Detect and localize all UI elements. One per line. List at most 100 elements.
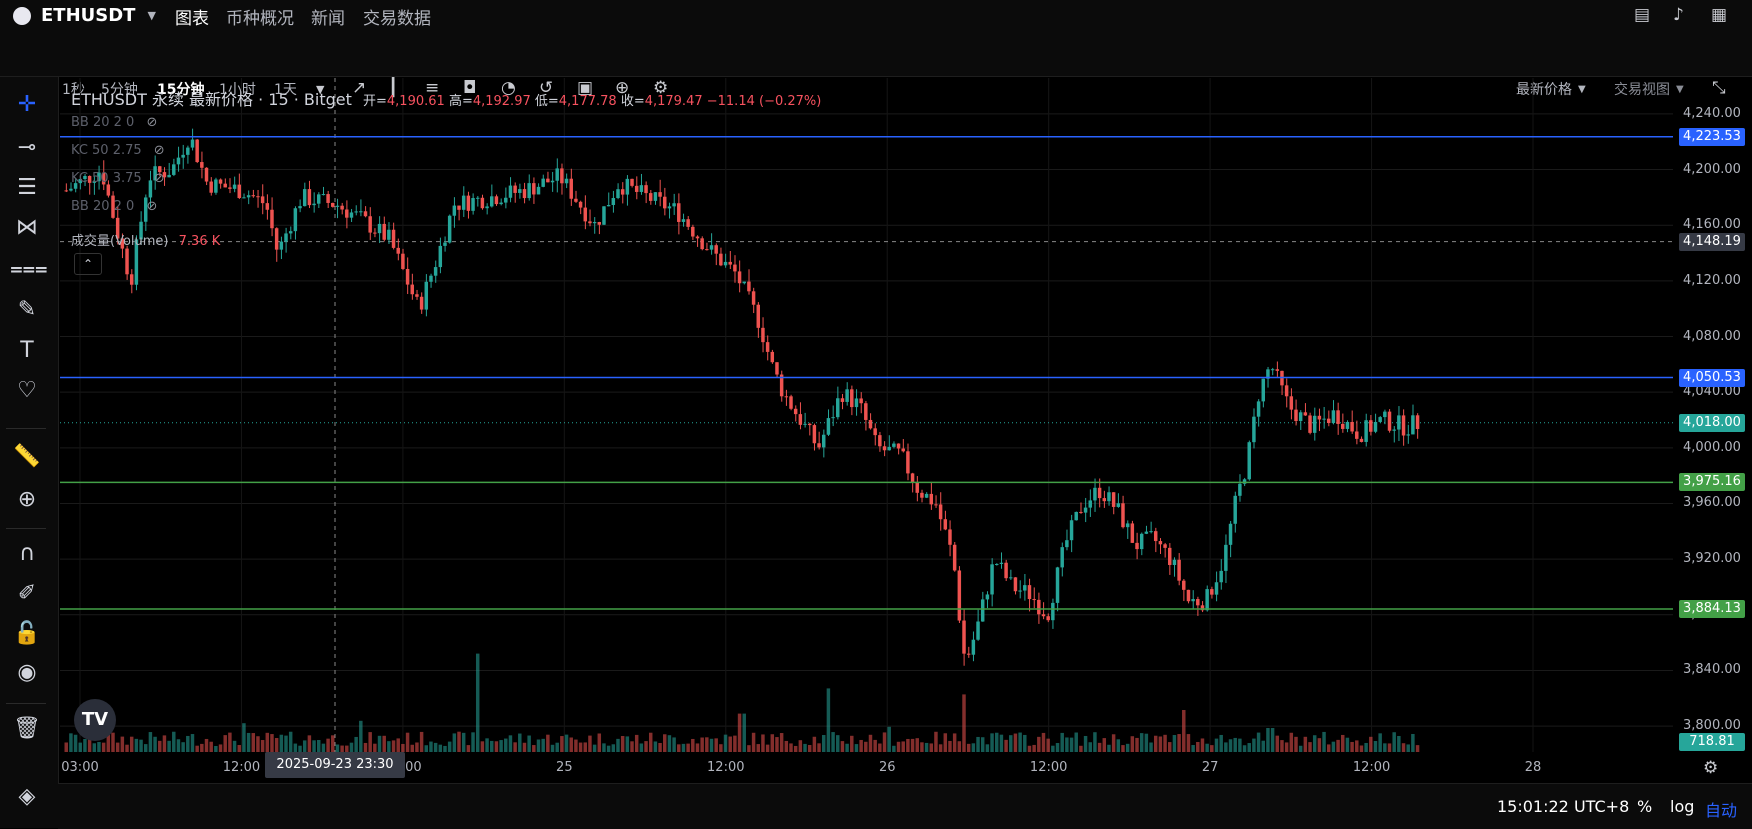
trash-icon[interactable]: 🗑 [13, 716, 41, 741]
volume-bar [1083, 735, 1088, 752]
candle-body [433, 267, 438, 276]
volume-bar [270, 734, 274, 752]
camera-icon[interactable]: ◘ [463, 78, 477, 98]
collapse-icon[interactable]: ⤡ [1712, 78, 1726, 98]
indicator-kc-2[interactable]: KC 50 3.75 ⊘ [71, 171, 165, 186]
tradingview-logo-icon[interactable]: TV [74, 699, 116, 741]
tf-1h[interactable]: 1小时 [219, 82, 256, 98]
magnet-icon[interactable]: ∩ [18, 541, 36, 566]
candle-body [695, 236, 700, 239]
volume-bar [158, 740, 162, 752]
replay-icon[interactable]: ↺ [539, 78, 554, 98]
layers-icon[interactable]: ◈ [18, 784, 36, 809]
candle-body [1060, 547, 1064, 568]
candle-body [775, 362, 779, 375]
volume-bar [1093, 732, 1097, 752]
lock-drawing-icon[interactable]: ✐ [17, 581, 37, 606]
bell-icon[interactable]: ♪ [1673, 5, 1684, 25]
timeframe-more-icon[interactable]: ▼ [316, 83, 325, 96]
candle-body [410, 284, 414, 295]
volume-bar [368, 732, 372, 752]
alarm-icon[interactable]: ◔ [501, 78, 516, 98]
candle-body [265, 203, 270, 210]
trade-view-dropdown[interactable]: 交易视图 ▼ [1614, 79, 1684, 99]
brush-tool-icon[interactable]: ✎ [17, 297, 37, 322]
pattern-tool-icon[interactable]: ⋈ [16, 215, 38, 240]
calendar-icon[interactable]: ▣ [577, 78, 594, 98]
axis-settings-icon[interactable]: ⚙ [1703, 758, 1719, 778]
trend-line-tool-icon[interactable]: ⊸ [17, 135, 37, 160]
volume-bar [868, 734, 873, 752]
candle-body [1083, 507, 1088, 513]
ruler-icon[interactable]: 📏 [13, 444, 41, 469]
volume-bar [962, 694, 966, 752]
indicator-bb[interactable]: BB 20 2 0 ⊘ [71, 115, 157, 130]
crosshair-tool-icon[interactable]: ✛ [17, 92, 37, 117]
candle-body [962, 620, 966, 654]
tab-chart[interactable]: 图表 [175, 9, 209, 29]
settings-gear-icon[interactable]: ⚙ [653, 78, 669, 98]
candle-body [1411, 415, 1415, 435]
volume-bar [78, 742, 83, 752]
auto-toggle[interactable]: 自动 [1705, 801, 1738, 820]
eye-hidden-icon[interactable]: ⊘ [153, 171, 165, 186]
horizontal-line-price-tag[interactable]: 4,223.53 [1679, 127, 1745, 146]
candle-body [466, 195, 471, 211]
candle-body [1135, 542, 1139, 550]
candle-body [391, 229, 396, 248]
lock-icon[interactable]: 🔓 [13, 621, 41, 646]
tf-15m[interactable]: 15分钟 [157, 82, 205, 98]
horizontal-line-price-tag[interactable]: 3,884.13 [1679, 600, 1745, 619]
zoom-in-icon[interactable]: ⊕ [17, 487, 37, 512]
eye-icon[interactable]: ◉ [17, 660, 37, 685]
price-type-dropdown[interactable]: 最新价格 ▼ [1516, 79, 1586, 99]
candle-body [1037, 599, 1041, 615]
volume-bar [574, 739, 578, 752]
volume-bar [279, 734, 284, 752]
horizontal-line-price-tag[interactable]: 3,975.16 [1679, 473, 1745, 492]
candle-body [340, 205, 344, 210]
volume-bar [821, 735, 826, 752]
tf-1s[interactable]: 1秒 [62, 82, 85, 98]
volume-bar [1289, 732, 1294, 752]
candle-body [1149, 531, 1153, 533]
candle-body [1065, 540, 1069, 548]
fib-tool-icon[interactable]: ☰ [17, 175, 37, 200]
templates-icon[interactable]: ≡ [425, 78, 440, 98]
indicator-bb-2[interactable]: BB 20 2 0 ⊘ [71, 199, 157, 214]
tf-5m[interactable]: 5分钟 [101, 82, 138, 98]
volume-bar [1182, 710, 1186, 752]
tab-news[interactable]: 新闻 [311, 9, 345, 29]
eye-hidden-icon[interactable]: ⊘ [146, 115, 158, 130]
prediction-tool-icon[interactable]: ⩶ [10, 256, 48, 281]
eye-hidden-icon[interactable]: ⊘ [146, 199, 158, 214]
volume-bar [377, 735, 382, 752]
tf-1d[interactable]: 1天 [274, 82, 297, 98]
horizontal-line-price-tag[interactable]: 4,050.53 [1679, 368, 1745, 387]
tab-overview[interactable]: 币种概况 [226, 9, 294, 29]
indicators-icon[interactable]: ↗ [352, 78, 367, 98]
text-tool-icon[interactable]: T [20, 338, 34, 363]
collapse-legend-button[interactable]: ⌃ [74, 253, 102, 275]
candle-body [1111, 492, 1116, 507]
volume-bar [878, 743, 882, 752]
candle-body [840, 398, 845, 402]
candle-type-icon[interactable]: ┃ [388, 78, 399, 98]
percent-toggle[interactable]: % [1637, 797, 1653, 816]
notebook-icon[interactable]: ▤ [1634, 5, 1651, 25]
heart-icon[interactable]: ♡ [17, 378, 37, 403]
log-toggle[interactable]: log [1670, 797, 1695, 816]
candle-body [1242, 479, 1247, 484]
volume-bar [125, 744, 129, 752]
candle-body [209, 181, 213, 193]
candle-body [242, 197, 246, 199]
volume-bar [1284, 742, 1289, 752]
tab-trade-data[interactable]: 交易数据 [363, 9, 431, 29]
symbol-selector[interactable]: ETHUSDT ▼ [13, 5, 156, 26]
eye-hidden-icon[interactable]: ⊘ [153, 143, 165, 158]
candle-body [1336, 410, 1340, 424]
indicator-kc[interactable]: KC 50 2.75 ⊘ [71, 143, 165, 158]
grid-icon[interactable]: ▦ [1711, 5, 1728, 25]
add-icon[interactable]: ⊕ [615, 78, 630, 98]
